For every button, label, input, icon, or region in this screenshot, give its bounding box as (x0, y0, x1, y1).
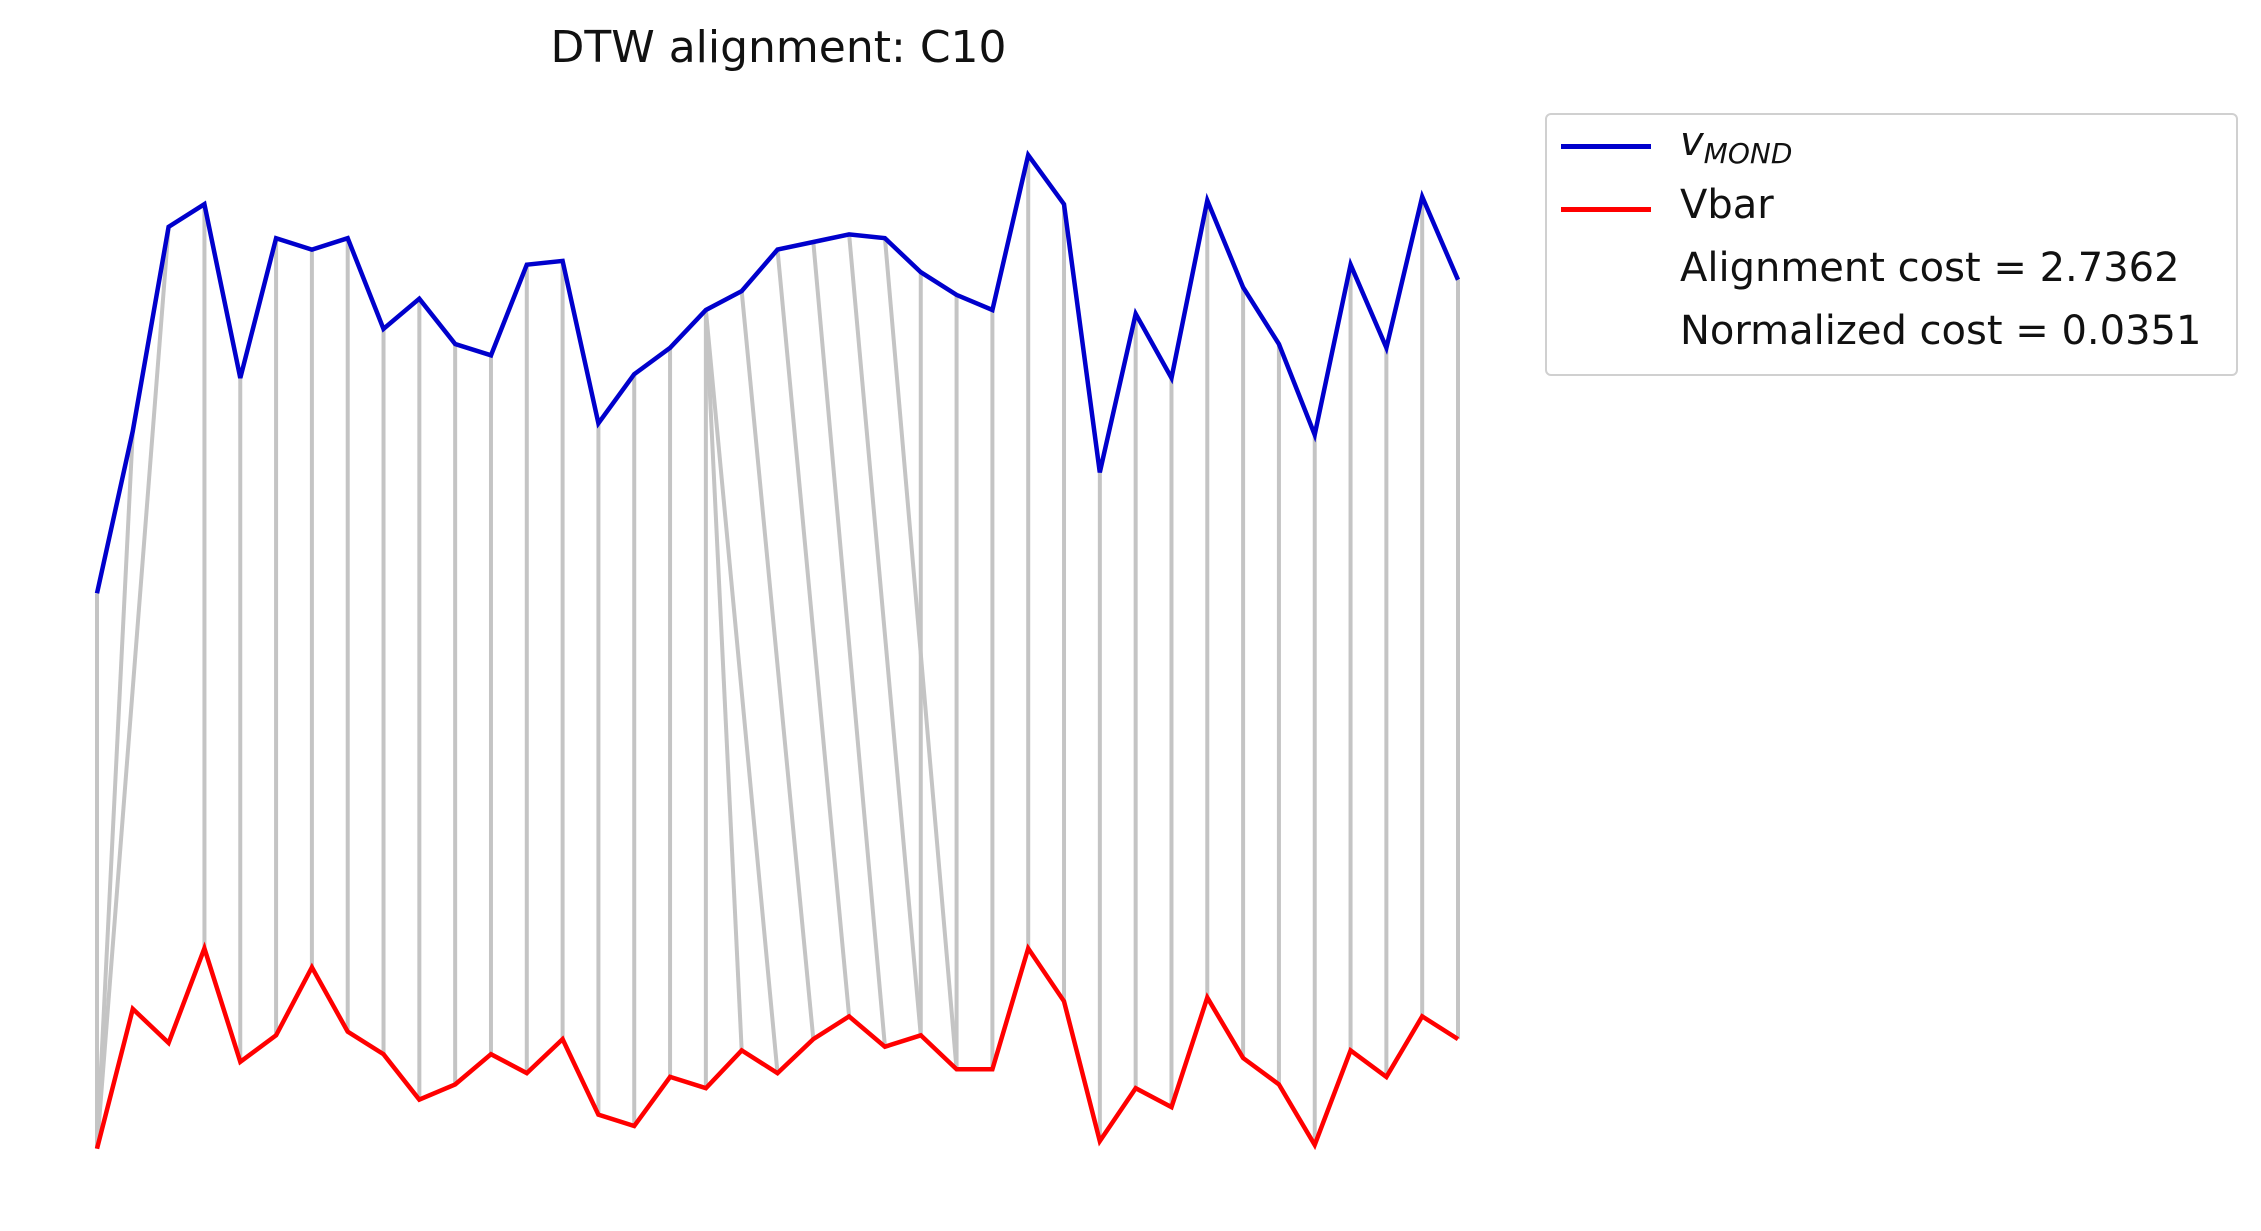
alignment-connector-1 (95, 430, 135, 1149)
alignment-connector-23 (847, 234, 923, 1036)
alignment-connector-18 (703, 309, 744, 1051)
legend-label-vmond: vMOND (1680, 119, 1792, 170)
legend-swatch-vbar (1561, 207, 1651, 212)
legend-label-vbar: Vbar (1680, 182, 1774, 228)
legend-entry-normalized-cost: Normalized cost = 0.0351 (1547, 304, 2236, 364)
legend-entry-alignment-cost: Alignment cost = 2.7362 (1547, 241, 2236, 301)
series-line-vmond (94, 149, 1461, 594)
alignment-connector-19 (703, 309, 780, 1074)
alignment-connector-22 (811, 241, 887, 1047)
alignment-connectors (95, 155, 1460, 1149)
alignment-connector-20 (739, 290, 816, 1040)
chart-title: DTW alignment: C10 (550, 22, 1007, 73)
series-lines (94, 149, 1461, 1151)
series-line-vbar (94, 941, 1460, 1151)
legend: vMOND Vbar Alignment cost = 2.7362 Norma… (1545, 113, 2238, 376)
legend-label-vmond-main: v (1680, 119, 1704, 165)
legend-label-alignment-cost: Alignment cost = 2.7362 (1680, 245, 2180, 291)
legend-entry-vbar: Vbar (1547, 178, 2236, 238)
legend-swatch-vmond (1561, 144, 1651, 149)
legend-label-vmond-sub: MOND (1703, 137, 1793, 170)
legend-entry-vmond: vMOND (1547, 115, 2236, 175)
alignment-connector-2 (95, 226, 171, 1149)
legend-label-normalized-cost: Normalized cost = 0.0351 (1680, 308, 2202, 354)
alignment-connector-21 (775, 249, 852, 1017)
